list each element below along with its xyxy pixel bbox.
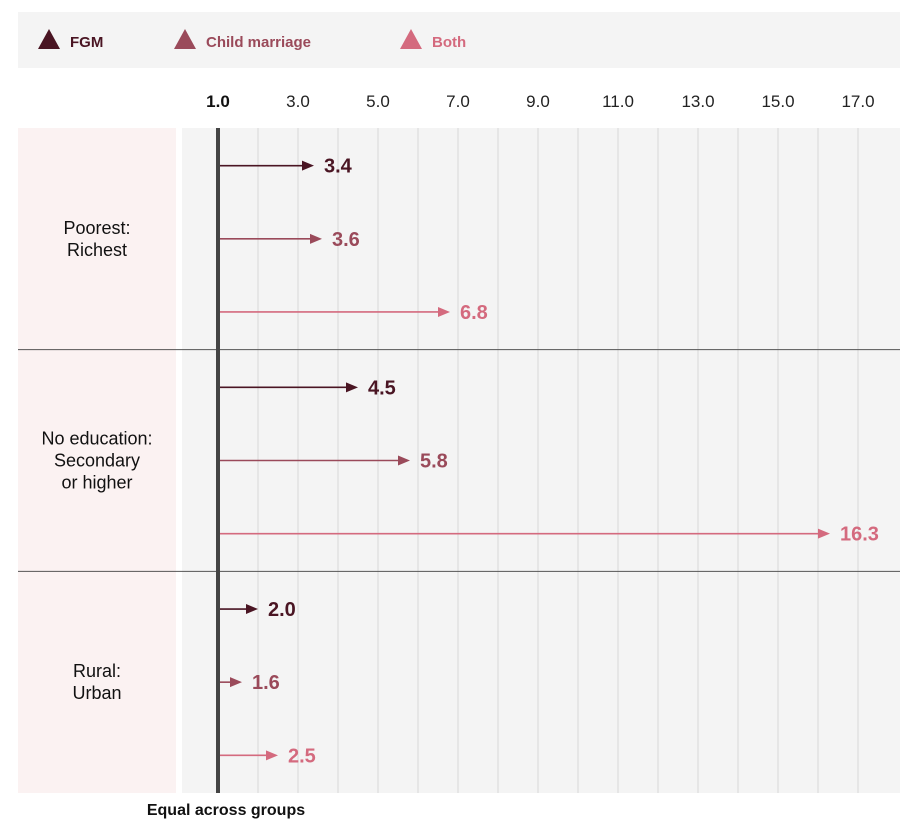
arrow-fgm: 4.5	[218, 377, 396, 399]
value-label: 16.3	[840, 524, 879, 546]
arrow-head	[246, 604, 258, 615]
x-tick-label: 17.0	[841, 92, 874, 111]
x-tick-label: 5.0	[366, 92, 390, 111]
arrow-head	[310, 233, 322, 244]
value-label: 6.8	[460, 302, 488, 324]
x-tick-label: 1.0	[206, 92, 230, 111]
legend-label: Both	[432, 34, 466, 51]
group-label: No education: Secondary or higher	[41, 429, 152, 493]
footer-label: Equal across groups	[147, 802, 305, 819]
category-panel	[18, 128, 176, 793]
value-label: 3.6	[332, 229, 360, 251]
legend: FGM Child marriage Both	[38, 29, 466, 51]
arrow-both: 16.3	[218, 524, 879, 546]
arrow-both: 6.8	[218, 302, 488, 324]
arrows: 3.4 3.6 6.8 4.5 5.8 16.3 2.0 1.6 2.5	[218, 156, 879, 767]
arrow-head	[266, 750, 278, 761]
arrow-head	[302, 160, 314, 171]
arrow-head	[346, 382, 358, 393]
group-labels: Poorest: Richest No education: Secondary or …	[41, 218, 152, 703]
group-separators	[18, 349, 900, 572]
arrow-head	[398, 455, 410, 466]
value-label: 1.6	[252, 672, 280, 694]
arrow-both: 2.5	[218, 745, 316, 767]
group-label: Poorest: Richest	[63, 218, 130, 260]
arrow-child-marriage: 5.8	[218, 451, 448, 473]
legend-item-both: Both	[400, 29, 466, 51]
x-tick-label: 7.0	[446, 92, 470, 111]
value-label: 3.4	[324, 156, 353, 178]
x-tick-label: 9.0	[526, 92, 550, 111]
triangle-icon	[38, 29, 60, 49]
triangle-icon	[174, 29, 196, 49]
x-tick-label: 15.0	[761, 92, 794, 111]
value-label: 4.5	[368, 377, 396, 399]
legend-item-fgm: FGM	[38, 29, 103, 51]
x-tick-label: 13.0	[681, 92, 714, 111]
x-axis-ticks: 1.0 3.0 5.0 7.0 9.0 11.0 13.0 15.0 17.0	[206, 92, 874, 111]
x-tick-label: 11.0	[602, 92, 634, 111]
legend-background	[18, 12, 900, 68]
legend-label: FGM	[70, 34, 103, 51]
arrow-fgm: 2.0	[218, 599, 296, 621]
legend-label: Child marriage	[206, 34, 311, 51]
value-label: 2.5	[288, 745, 316, 767]
arrow-fgm: 3.4	[218, 156, 353, 178]
arrow-child-marriage: 3.6	[218, 229, 360, 251]
arrow-child-marriage: 1.6	[218, 672, 280, 694]
arrow-head	[818, 528, 830, 539]
value-label: 5.8	[420, 451, 448, 473]
arrow-head	[438, 306, 450, 317]
group-label: Rural: Urban	[72, 661, 121, 703]
value-label: 2.0	[268, 599, 296, 621]
triangle-icon	[400, 29, 422, 49]
arrow-head	[230, 677, 242, 688]
legend-item-child-marriage: Child marriage	[174, 29, 311, 51]
x-tick-label: 3.0	[286, 92, 310, 111]
